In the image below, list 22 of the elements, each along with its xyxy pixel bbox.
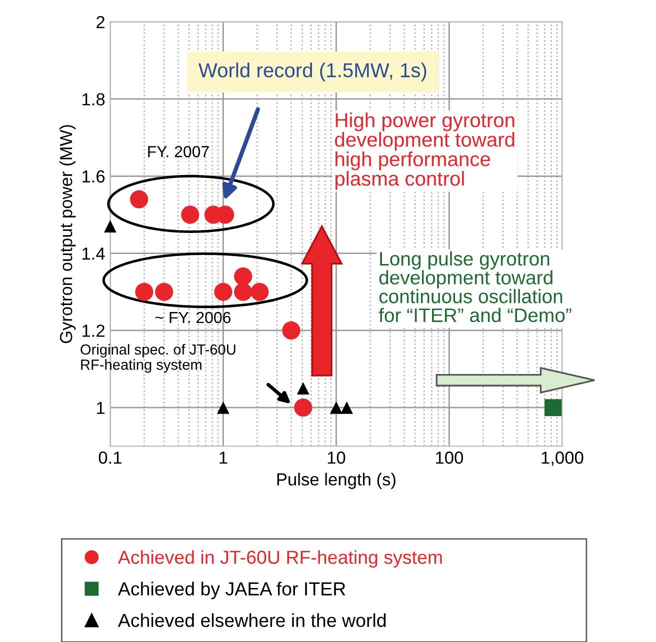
annotation: ~ FY. 2006 — [155, 312, 231, 324]
y-tick-label: 1 — [97, 402, 104, 414]
y-tick-label: 1.2 — [82, 324, 104, 337]
legend-label: Achieved in JT-60U RF-heating system — [118, 550, 442, 568]
x-tick-label: 0.1 — [98, 452, 122, 464]
x-tick-label: 100 — [436, 452, 463, 464]
y-axis-title: Gyrotron output power (MW) — [59, 125, 76, 344]
y-tick-label: 1.6 — [82, 170, 105, 183]
annotation: Long pulse gyrotron development toward continuous oscillation for “ITER” and “Demo” — [378, 251, 572, 322]
x-tick-label: 10 — [328, 452, 346, 464]
x-tick-label: 1,000 — [542, 452, 584, 466]
annotation: World record (1.5MW, 1s) — [198, 62, 426, 82]
annotation: Original spec. of JT-60U RF-heating system — [80, 344, 236, 373]
x-tick-label: 1 — [220, 452, 228, 464]
annotation: FY. 2007 — [148, 146, 209, 158]
legend-label: Achieved by JAEA for ITER — [118, 582, 346, 600]
legend-label: Achieved elsewhere in the world — [118, 613, 386, 628]
y-tick-label: 1.4 — [82, 248, 105, 260]
x-axis-title: Pulse length (s) — [277, 472, 396, 489]
y-tick-label: 2 — [96, 16, 104, 28]
annotation: High power gyrotron development toward high performance plasma control — [335, 112, 514, 190]
y-tick-label: 1.8 — [82, 93, 105, 106]
